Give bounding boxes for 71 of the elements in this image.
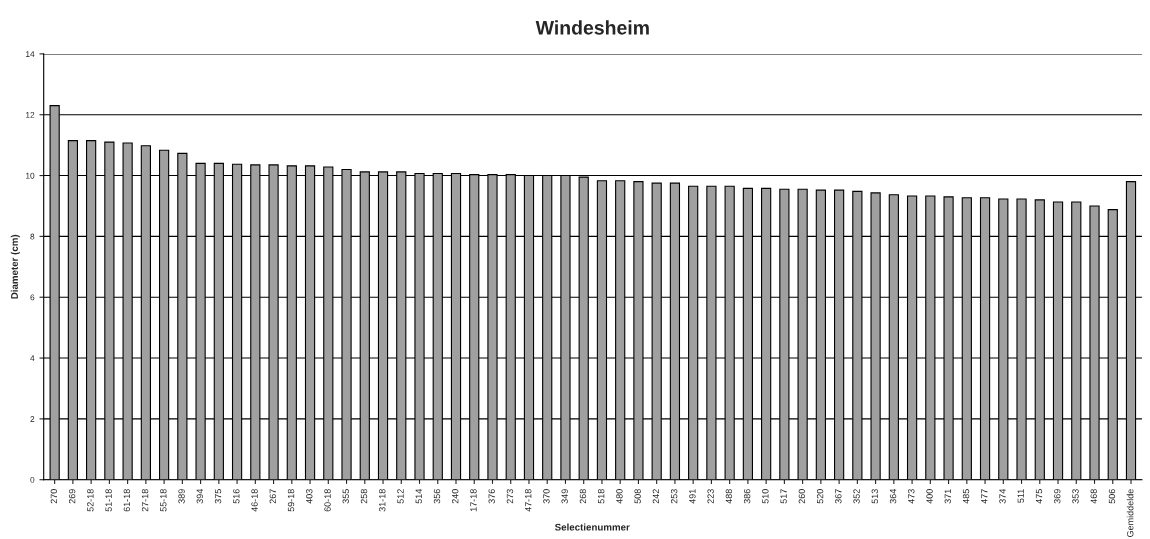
x-tick-label: Gemiddelde: [1126, 489, 1134, 537]
x-tick-label: 352: [853, 489, 860, 504]
x-tick-label: 512: [397, 489, 404, 504]
x-tick-label: 46-18: [251, 489, 258, 512]
x-tick-label: 506: [1108, 489, 1116, 504]
x-tick-label: 31-18: [379, 489, 386, 512]
x-tick-label: 376: [488, 489, 495, 504]
x-tick-label: 47-18: [525, 489, 532, 512]
x-tick-label: 514: [415, 489, 422, 504]
x-tick-label: 370: [543, 489, 550, 504]
x-tick-label: 356: [433, 489, 441, 504]
y-tick-label: 2: [30, 416, 35, 422]
x-tick-label: 270: [50, 489, 58, 504]
x-tick-label: 268: [579, 489, 587, 504]
x-tick-label: 353: [1072, 489, 1079, 504]
x-tick-label: 355: [342, 489, 349, 504]
x-axis-title: Selectienummer: [554, 523, 630, 531]
x-tick-label: 374: [999, 489, 1006, 504]
x-tick-label: 242: [652, 489, 660, 504]
x-tick-label: 260: [798, 489, 806, 504]
x-tick-label: 508: [634, 489, 641, 504]
x-tick-label: 394: [196, 489, 204, 504]
x-tick-label: 386: [743, 489, 751, 504]
x-tick-label: 61-18: [123, 489, 131, 512]
x-tick-label: 223: [707, 489, 714, 504]
x-tick-label: 485: [962, 489, 970, 504]
y-tick-label: 4: [30, 355, 35, 362]
x-tick-label: 520: [816, 489, 824, 504]
x-tick-label: 488: [725, 489, 733, 504]
x-tick-label: 269: [68, 489, 76, 504]
x-tick-label: 403: [306, 489, 313, 504]
x-tick-label: 516: [233, 489, 240, 504]
x-tick-label: 480: [616, 489, 623, 504]
x-tick-label: 510: [762, 489, 769, 504]
x-tick-label: 375: [214, 489, 222, 504]
x-tick-label: 273: [506, 489, 514, 504]
x-tick-label: 51-18: [105, 489, 112, 512]
y-tick-label: 6: [30, 294, 35, 301]
x-tick-label: 518: [597, 489, 605, 504]
x-tick-label: 253: [670, 489, 678, 504]
x-tick-label: 389: [178, 489, 185, 504]
x-tick-label: 475: [1035, 489, 1043, 504]
y-tick-label: 10: [26, 172, 35, 179]
x-tick-label: 400: [926, 489, 933, 504]
x-tick-label: 517: [780, 489, 787, 504]
y-tick-label: 0: [30, 476, 35, 483]
x-tick-label: 367: [835, 489, 842, 504]
chart-title: Windesheim: [535, 20, 649, 35]
x-tick-label: 52-18: [87, 489, 94, 512]
x-tick-label: 60-18: [324, 489, 331, 512]
x-tick-label: 369: [1054, 489, 1061, 504]
x-tick-label: 511: [1017, 489, 1024, 503]
x-tick-label: 27-18: [141, 489, 149, 512]
x-tick-label: 258: [360, 489, 368, 504]
x-tick-label: 240: [452, 489, 459, 504]
x-tick-label: 371: [944, 489, 951, 504]
x-tick-label: 491: [689, 489, 696, 504]
x-tick-label: 473: [908, 489, 915, 504]
x-tick-label: 513: [871, 489, 879, 504]
x-tick-label: 267: [269, 489, 276, 504]
x-tick-label: 477: [981, 489, 988, 504]
x-tick-label: 59-18: [287, 489, 295, 512]
y-axis-title: Diameter (cm): [10, 234, 20, 299]
y-tick-label: 12: [26, 111, 35, 118]
y-tick-label: 14: [26, 51, 35, 57]
y-tick-label: 8: [30, 233, 35, 240]
x-tick-label: 17-18: [470, 489, 477, 512]
x-tick-label: 364: [889, 489, 897, 504]
x-tick-label: 468: [1090, 489, 1097, 504]
x-tick-label: 55-18: [160, 489, 167, 512]
x-tick-label: 349: [561, 489, 568, 504]
